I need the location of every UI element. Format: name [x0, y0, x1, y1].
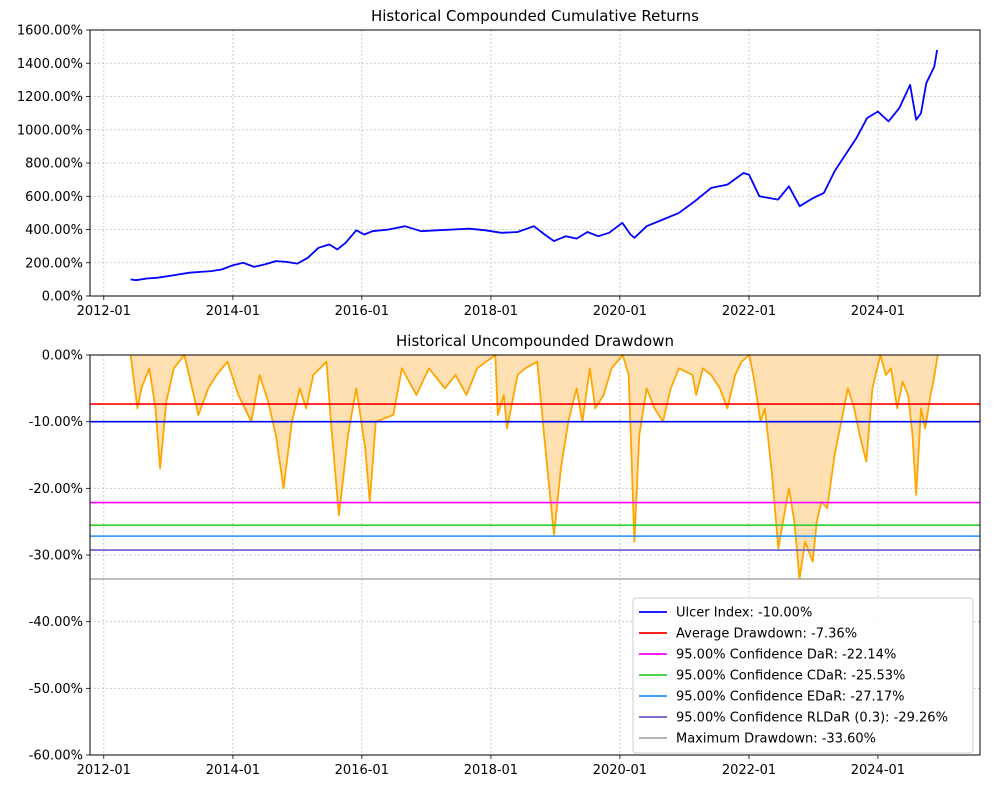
x-tick-label: 2024-01	[851, 304, 905, 319]
y-tick-label: 0.00%	[42, 290, 83, 305]
y-tick-label: 0.00%	[42, 349, 83, 364]
legend-label: 95.00% Confidence DaR: -22.14%	[676, 648, 896, 663]
legend-label: 95.00% Confidence RLDaR (0.3): -29.26%	[676, 711, 948, 726]
x-tick-label: 2022-01	[722, 763, 776, 778]
returns-chart: Historical Compounded Cumulative Returns…	[17, 7, 981, 320]
legend-label: Ulcer Index: -10.00%	[676, 606, 812, 621]
y-tick-label: -40.00%	[29, 615, 83, 630]
y-tick-label: 1600.00%	[17, 24, 83, 39]
x-tick-label: 2016-01	[335, 304, 389, 319]
x-tick-label: 2014-01	[206, 304, 260, 319]
x-tick-label: 2012-01	[77, 304, 131, 319]
y-tick-label: 400.00%	[25, 223, 83, 238]
x-tick-label: 2020-01	[593, 763, 647, 778]
legend-label: Maximum Drawdown: -33.60%	[676, 732, 876, 747]
x-tick-label: 2022-01	[722, 304, 776, 319]
y-tick-label: 200.00%	[25, 256, 83, 271]
x-tick-label: 2020-01	[593, 304, 647, 319]
y-tick-label: 1200.00%	[17, 90, 83, 105]
y-tick-label: -10.00%	[29, 415, 83, 430]
x-tick-label: 2024-01	[851, 763, 905, 778]
legend-label: 95.00% Confidence EDaR: -27.17%	[676, 690, 905, 705]
y-tick-label: 1000.00%	[17, 123, 83, 138]
returns-chart-grid	[90, 29, 980, 297]
y-tick-label: -30.00%	[29, 549, 83, 564]
x-tick-label: 2018-01	[464, 763, 518, 778]
x-tick-label: 2014-01	[206, 763, 260, 778]
legend-box	[632, 597, 974, 754]
y-tick-label: -20.00%	[29, 482, 83, 497]
drawdown-legend: Ulcer Index: -10.00% Average Drawdown: -7…	[632, 597, 974, 754]
cumulative-return-line	[130, 49, 938, 282]
y-tick-label: 1400.00%	[17, 57, 83, 72]
drawdown-chart: Historical Uncompounded Drawdown 2012-01…	[29, 332, 981, 779]
x-tick-label: 2016-01	[335, 763, 389, 778]
y-tick-label: 600.00%	[25, 190, 83, 205]
drawdown-chart-series	[129, 354, 939, 580]
returns-chart-title: Historical Compounded Cumulative Returns	[371, 7, 699, 25]
drawdown-fill	[130, 355, 938, 579]
x-tick-label: 2018-01	[464, 304, 518, 319]
drawdown-chart-title: Historical Uncompounded Drawdown	[396, 332, 674, 350]
returns-chart-ticks: 2012-01 2014-01 2016-01 2018-01 2020-01 2022-…	[17, 24, 905, 320]
returns-chart-series	[130, 49, 938, 282]
legend-label: Average Drawdown: -7.36%	[676, 627, 857, 642]
drawdown-reference-lines	[90, 403, 980, 580]
x-tick-label: 2012-01	[77, 763, 131, 778]
y-tick-label: -50.00%	[29, 682, 83, 697]
legend-label: 95.00% Confidence CDaR: -25.53%	[676, 669, 905, 684]
drawdown-chart-ticks: 2012-01 2014-01 2016-01 2018-01 2020-01 2022-…	[29, 349, 905, 779]
y-tick-label: 800.00%	[25, 157, 83, 172]
y-tick-label: -60.00%	[29, 749, 83, 764]
